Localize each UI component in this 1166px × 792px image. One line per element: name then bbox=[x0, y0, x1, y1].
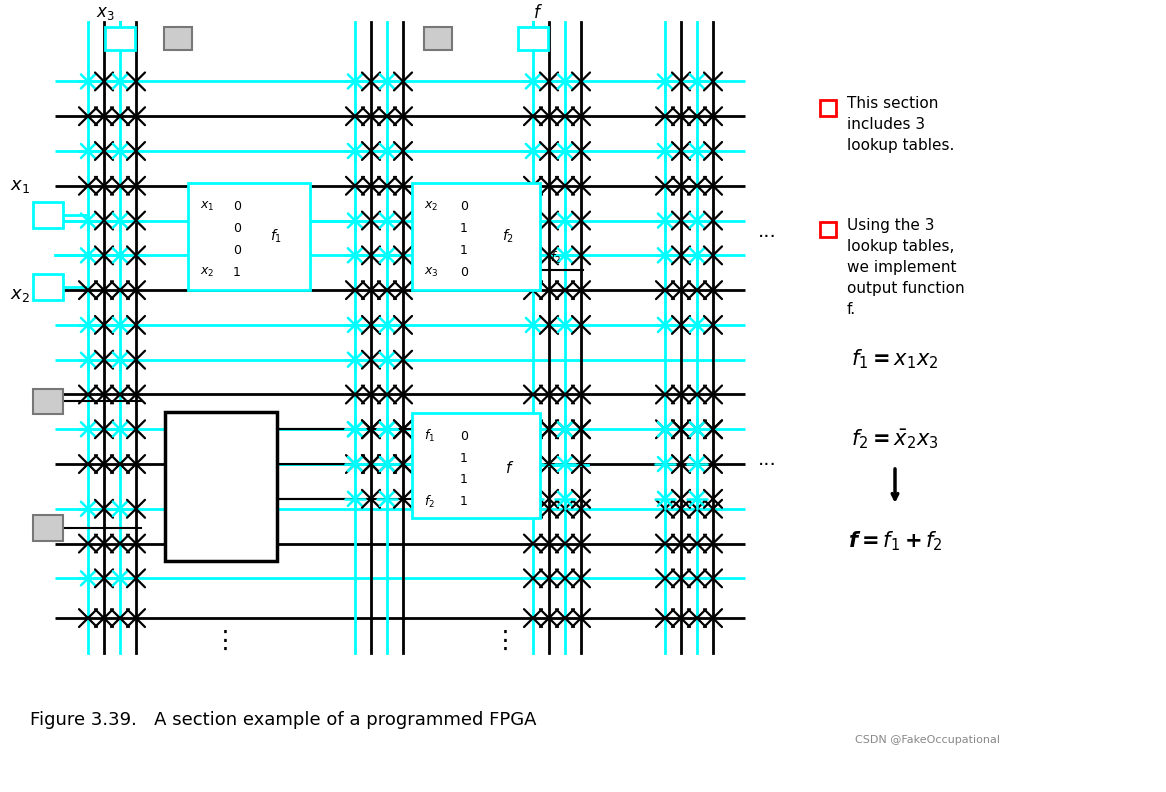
Text: $x_2$: $x_2$ bbox=[10, 286, 30, 304]
Text: $f$: $f$ bbox=[533, 4, 543, 22]
Text: $x_2$: $x_2$ bbox=[424, 200, 438, 213]
Text: $\boldsymbol{f_2 = \bar{x}_2 x_3}$: $\boldsymbol{f_2 = \bar{x}_2 x_3}$ bbox=[851, 428, 939, 451]
Bar bbox=[33, 515, 63, 541]
Text: 0: 0 bbox=[233, 200, 241, 213]
Text: ⋮: ⋮ bbox=[212, 629, 238, 653]
Text: $x_1$: $x_1$ bbox=[201, 200, 215, 213]
Text: 1: 1 bbox=[461, 451, 468, 465]
Text: ···: ··· bbox=[758, 228, 777, 247]
Bar bbox=[188, 183, 310, 290]
Text: ⋮: ⋮ bbox=[492, 629, 518, 653]
Text: 0: 0 bbox=[461, 266, 468, 279]
Text: ···: ··· bbox=[758, 455, 777, 474]
Text: Using the 3
lookup tables,
we implement
output function
f.: Using the 3 lookup tables, we implement … bbox=[847, 218, 964, 317]
Text: 1: 1 bbox=[461, 244, 468, 257]
Text: $f_2$: $f_2$ bbox=[424, 493, 435, 510]
Text: $\boldsymbol{f = f_1 + f_2}$: $\boldsymbol{f = f_1 + f_2}$ bbox=[848, 530, 942, 554]
Bar bbox=[33, 202, 63, 227]
Text: 0: 0 bbox=[461, 200, 468, 213]
Text: $f_1$: $f_1$ bbox=[271, 228, 282, 246]
Text: $x_3$: $x_3$ bbox=[424, 265, 438, 279]
Text: $f$: $f$ bbox=[505, 460, 514, 476]
Text: 0: 0 bbox=[461, 430, 468, 443]
Bar bbox=[33, 274, 63, 300]
Text: $x_2$: $x_2$ bbox=[201, 265, 215, 279]
Bar bbox=[820, 222, 836, 238]
Text: 0: 0 bbox=[233, 244, 241, 257]
Text: $\boldsymbol{f_1 = x_1 x_2}$: $\boldsymbol{f_1 = x_1 x_2}$ bbox=[851, 348, 939, 371]
Text: $f_2$: $f_2$ bbox=[550, 250, 561, 266]
Text: CSDN @FakeOccupational: CSDN @FakeOccupational bbox=[855, 735, 1000, 745]
Text: 1: 1 bbox=[461, 222, 468, 235]
Bar bbox=[33, 389, 63, 414]
Bar bbox=[105, 27, 135, 50]
Bar bbox=[518, 27, 548, 50]
Bar bbox=[412, 183, 540, 290]
Bar bbox=[820, 101, 836, 116]
Text: 1: 1 bbox=[233, 266, 241, 279]
Text: $f_2$: $f_2$ bbox=[501, 228, 514, 246]
Text: $f_1$: $f_1$ bbox=[424, 428, 435, 444]
Bar bbox=[164, 27, 192, 50]
Text: 1: 1 bbox=[461, 474, 468, 486]
Text: This section
includes 3
lookup tables.: This section includes 3 lookup tables. bbox=[847, 97, 955, 154]
Text: $x_1$: $x_1$ bbox=[10, 177, 30, 195]
Bar bbox=[412, 413, 540, 518]
Text: 0: 0 bbox=[233, 222, 241, 235]
Text: 1: 1 bbox=[461, 495, 468, 508]
Bar bbox=[166, 413, 278, 562]
Text: Figure 3.39.   A section example of a programmed FPGA: Figure 3.39. A section example of a prog… bbox=[30, 711, 536, 729]
Text: $x_3$: $x_3$ bbox=[96, 4, 114, 22]
Bar bbox=[424, 27, 452, 50]
